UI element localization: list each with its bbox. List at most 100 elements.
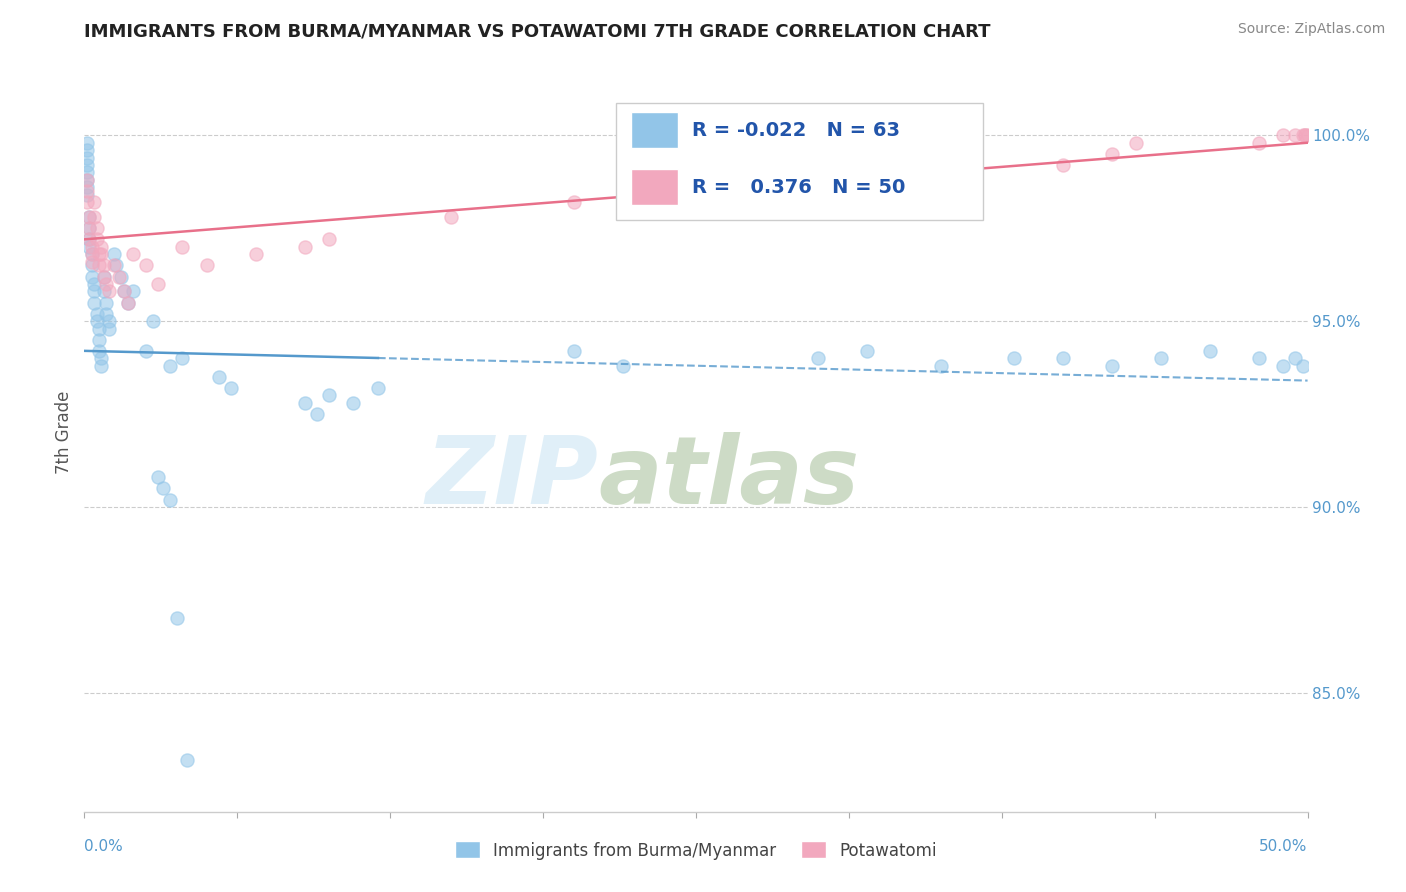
Point: [294, 240, 316, 254]
Point: [86, 221, 108, 235]
Point: [1198, 343, 1220, 358]
Point: [122, 247, 145, 261]
Point: [305, 407, 328, 421]
Point: [76, 180, 98, 194]
Point: [90, 247, 112, 261]
Point: [80, 254, 103, 268]
Point: [112, 285, 135, 299]
Point: [86, 314, 108, 328]
Point: [342, 396, 364, 410]
Point: [208, 369, 231, 384]
Point: [807, 351, 830, 366]
Point: [77, 232, 100, 246]
Point: [87, 247, 110, 261]
Point: [159, 492, 181, 507]
Point: [562, 195, 585, 210]
Point: [77, 210, 100, 224]
Point: [93, 285, 115, 299]
Text: IMMIGRANTS FROM BURMA/MYANMAR VS POTAWATOMI 7TH GRADE CORRELATION CHART: IMMIGRANTS FROM BURMA/MYANMAR VS POTAWAT…: [84, 23, 991, 41]
Point: [1052, 158, 1074, 172]
Point: [83, 295, 105, 310]
Point: [318, 232, 340, 246]
Point: [90, 359, 112, 373]
Point: [1101, 359, 1123, 373]
FancyBboxPatch shape: [616, 103, 983, 220]
Point: [142, 314, 165, 328]
Point: [87, 343, 110, 358]
Point: [1292, 359, 1315, 373]
Point: [103, 247, 125, 261]
Text: Source: ZipAtlas.com: Source: ZipAtlas.com: [1237, 22, 1385, 37]
Point: [76, 173, 98, 187]
Point: [135, 259, 157, 273]
Point: [1284, 128, 1306, 143]
Point: [80, 269, 103, 284]
Point: [929, 359, 952, 373]
Point: [318, 388, 340, 402]
Point: [77, 232, 100, 246]
Point: [1247, 136, 1270, 150]
Point: [83, 210, 105, 224]
Point: [929, 165, 952, 179]
Point: [112, 285, 135, 299]
Point: [93, 269, 115, 284]
Point: [77, 210, 100, 224]
Point: [1294, 128, 1316, 143]
Point: [93, 269, 115, 284]
Text: ZIP: ZIP: [425, 432, 598, 524]
Text: 50.0%: 50.0%: [1260, 838, 1308, 854]
Point: [93, 259, 115, 273]
Point: [1101, 147, 1123, 161]
Point: [166, 611, 188, 625]
Point: [685, 184, 707, 198]
Text: atlas: atlas: [598, 432, 859, 524]
Point: [86, 307, 108, 321]
Text: 0.0%: 0.0%: [84, 838, 124, 854]
Point: [80, 259, 103, 273]
Point: [77, 240, 100, 254]
Point: [807, 173, 830, 187]
Point: [76, 184, 98, 198]
Point: [1292, 128, 1315, 143]
Y-axis label: 7th Grade: 7th Grade: [55, 391, 73, 475]
Text: R = -0.022   N = 63: R = -0.022 N = 63: [692, 120, 900, 140]
Point: [146, 277, 169, 291]
Legend: Immigrants from Burma/Myanmar, Potawatomi: Immigrants from Burma/Myanmar, Potawatom…: [447, 833, 945, 868]
Point: [172, 351, 194, 366]
Point: [1125, 136, 1147, 150]
Point: [562, 343, 585, 358]
Point: [96, 295, 118, 310]
Point: [96, 307, 118, 321]
Point: [76, 158, 98, 172]
Point: [172, 240, 194, 254]
Point: [1052, 351, 1074, 366]
Point: [80, 247, 103, 261]
Point: [80, 240, 103, 254]
Point: [80, 247, 103, 261]
Point: [856, 343, 879, 358]
Point: [1294, 128, 1316, 143]
Point: [77, 221, 100, 235]
Point: [117, 295, 139, 310]
Point: [97, 314, 120, 328]
Point: [83, 195, 105, 210]
Point: [219, 381, 242, 395]
Text: R =   0.376   N = 50: R = 0.376 N = 50: [692, 178, 905, 197]
Point: [612, 359, 634, 373]
Point: [77, 221, 100, 235]
Point: [1296, 128, 1319, 143]
Point: [1272, 128, 1295, 143]
Point: [83, 285, 105, 299]
Point: [122, 285, 145, 299]
Point: [103, 259, 125, 273]
Point: [83, 277, 105, 291]
Point: [159, 359, 181, 373]
Point: [87, 321, 110, 335]
Point: [87, 259, 110, 273]
Point: [1002, 351, 1025, 366]
Point: [440, 210, 463, 224]
Point: [97, 321, 120, 335]
Point: [1284, 351, 1306, 366]
Point: [117, 295, 139, 310]
Point: [245, 247, 267, 261]
